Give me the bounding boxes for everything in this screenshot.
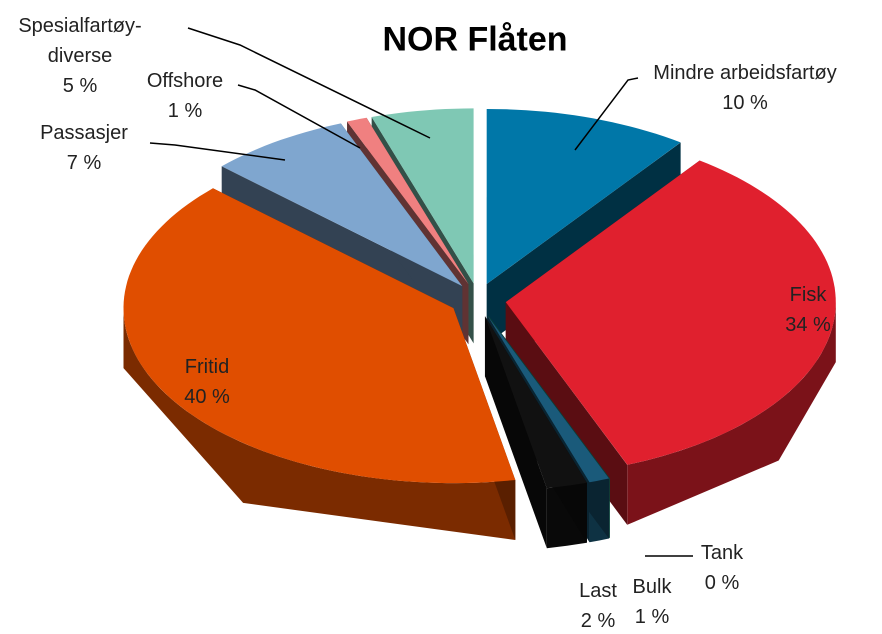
- label-value: 34 %: [785, 314, 831, 336]
- slice: [347, 117, 469, 285]
- slice: [484, 316, 587, 489]
- data-label: Tank 0 %: [592, 538, 852, 598]
- slice: [123, 188, 516, 484]
- slice: [486, 109, 681, 285]
- label-name: Fritid: [184, 356, 230, 378]
- data-label: Fisk 34 %: [678, 280, 882, 340]
- label-value: 5 %: [62, 75, 98, 97]
- label-name: Spesialfartøy-diverse: [18, 15, 142, 67]
- leader-line: [149, 142, 286, 161]
- label-name: Mindre arbeidsfartøy: [653, 62, 837, 84]
- label-name: Offshore: [146, 70, 224, 92]
- slice: [371, 108, 474, 284]
- label-name: Bulk: [632, 576, 672, 598]
- leader-line: [574, 77, 639, 151]
- label-name: Tank: [700, 542, 744, 564]
- label-name: Last: [579, 580, 617, 602]
- slice-edge: [484, 316, 547, 549]
- slice: [221, 123, 463, 287]
- slice: [488, 315, 610, 479]
- label-value: 2 %: [580, 610, 616, 632]
- data-label: Last 2 %: [468, 576, 728, 634]
- label-value: 1 %: [167, 100, 203, 122]
- label-value: 1 %: [634, 606, 670, 628]
- data-label: Mindre arbeidsfartøy 10 %: [615, 58, 875, 118]
- label-name: Passasjer: [40, 122, 128, 144]
- data-label: Bulk 1 %: [522, 572, 782, 632]
- label-value: 7 %: [66, 152, 102, 174]
- chart-title: NOR Flåten: [382, 20, 568, 59]
- leader-line: [237, 84, 361, 149]
- label-value: 10 %: [722, 92, 768, 114]
- label-value: 40 %: [184, 386, 230, 408]
- data-label: Fritid 40 %: [77, 352, 337, 412]
- slice: [487, 315, 609, 483]
- slice-side: [123, 308, 516, 540]
- data-label: Spesialfartøy-diverse 5 %: [10, 11, 150, 101]
- label-name: Fisk: [789, 284, 827, 306]
- leader-line: [187, 27, 431, 139]
- slice-side: [627, 302, 836, 525]
- data-label: Offshore 1 %: [55, 66, 315, 126]
- data-label: Passasjer 7 %: [0, 118, 214, 178]
- slice: [505, 160, 836, 465]
- label-value: 0 %: [704, 572, 740, 594]
